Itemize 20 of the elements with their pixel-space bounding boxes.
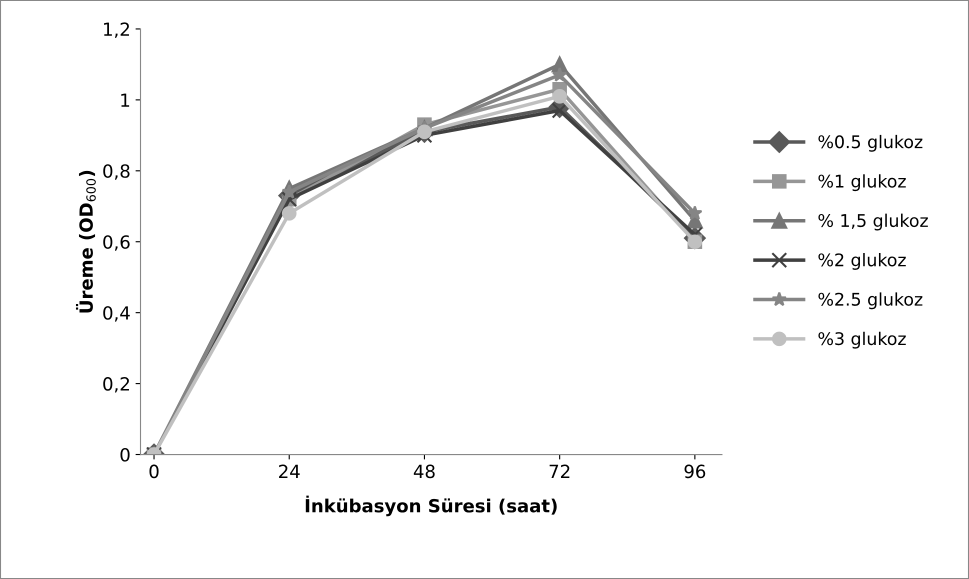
y-tick-label: 0,4 [103, 306, 130, 322]
legend-label: %3 glukoz [818, 332, 906, 349]
y-tick-label: 1,2 [104, 22, 129, 38]
legend-label: %1 glukoz [818, 174, 906, 192]
y-tick-label: 0,6 [103, 235, 130, 251]
y-tick-label: 0,8 [103, 164, 130, 180]
x-tick-label: 48 [414, 464, 435, 478]
x-tick-label: 72 [550, 464, 570, 478]
y-tick-label: 1 [121, 94, 130, 107]
x-tick-label: 24 [279, 464, 300, 478]
x-axis-title: İnkübasyon Süresi (saat) [306, 496, 557, 516]
x-tick-label: 0 [149, 464, 159, 478]
y-axis-title: Üreme (OD$_{600}$) [76, 170, 96, 312]
y-tick-label: 0,2 [103, 377, 129, 393]
legend-label: %2.5 glukoz [818, 292, 922, 310]
x-tick-label: 96 [684, 464, 706, 478]
legend-label: % 1,5 glukoz [818, 214, 928, 230]
legend-label: %2 glukoz [818, 253, 906, 270]
legend-label: %0.5 glukoz [818, 134, 922, 152]
y-tick-label: 0 [120, 448, 130, 462]
